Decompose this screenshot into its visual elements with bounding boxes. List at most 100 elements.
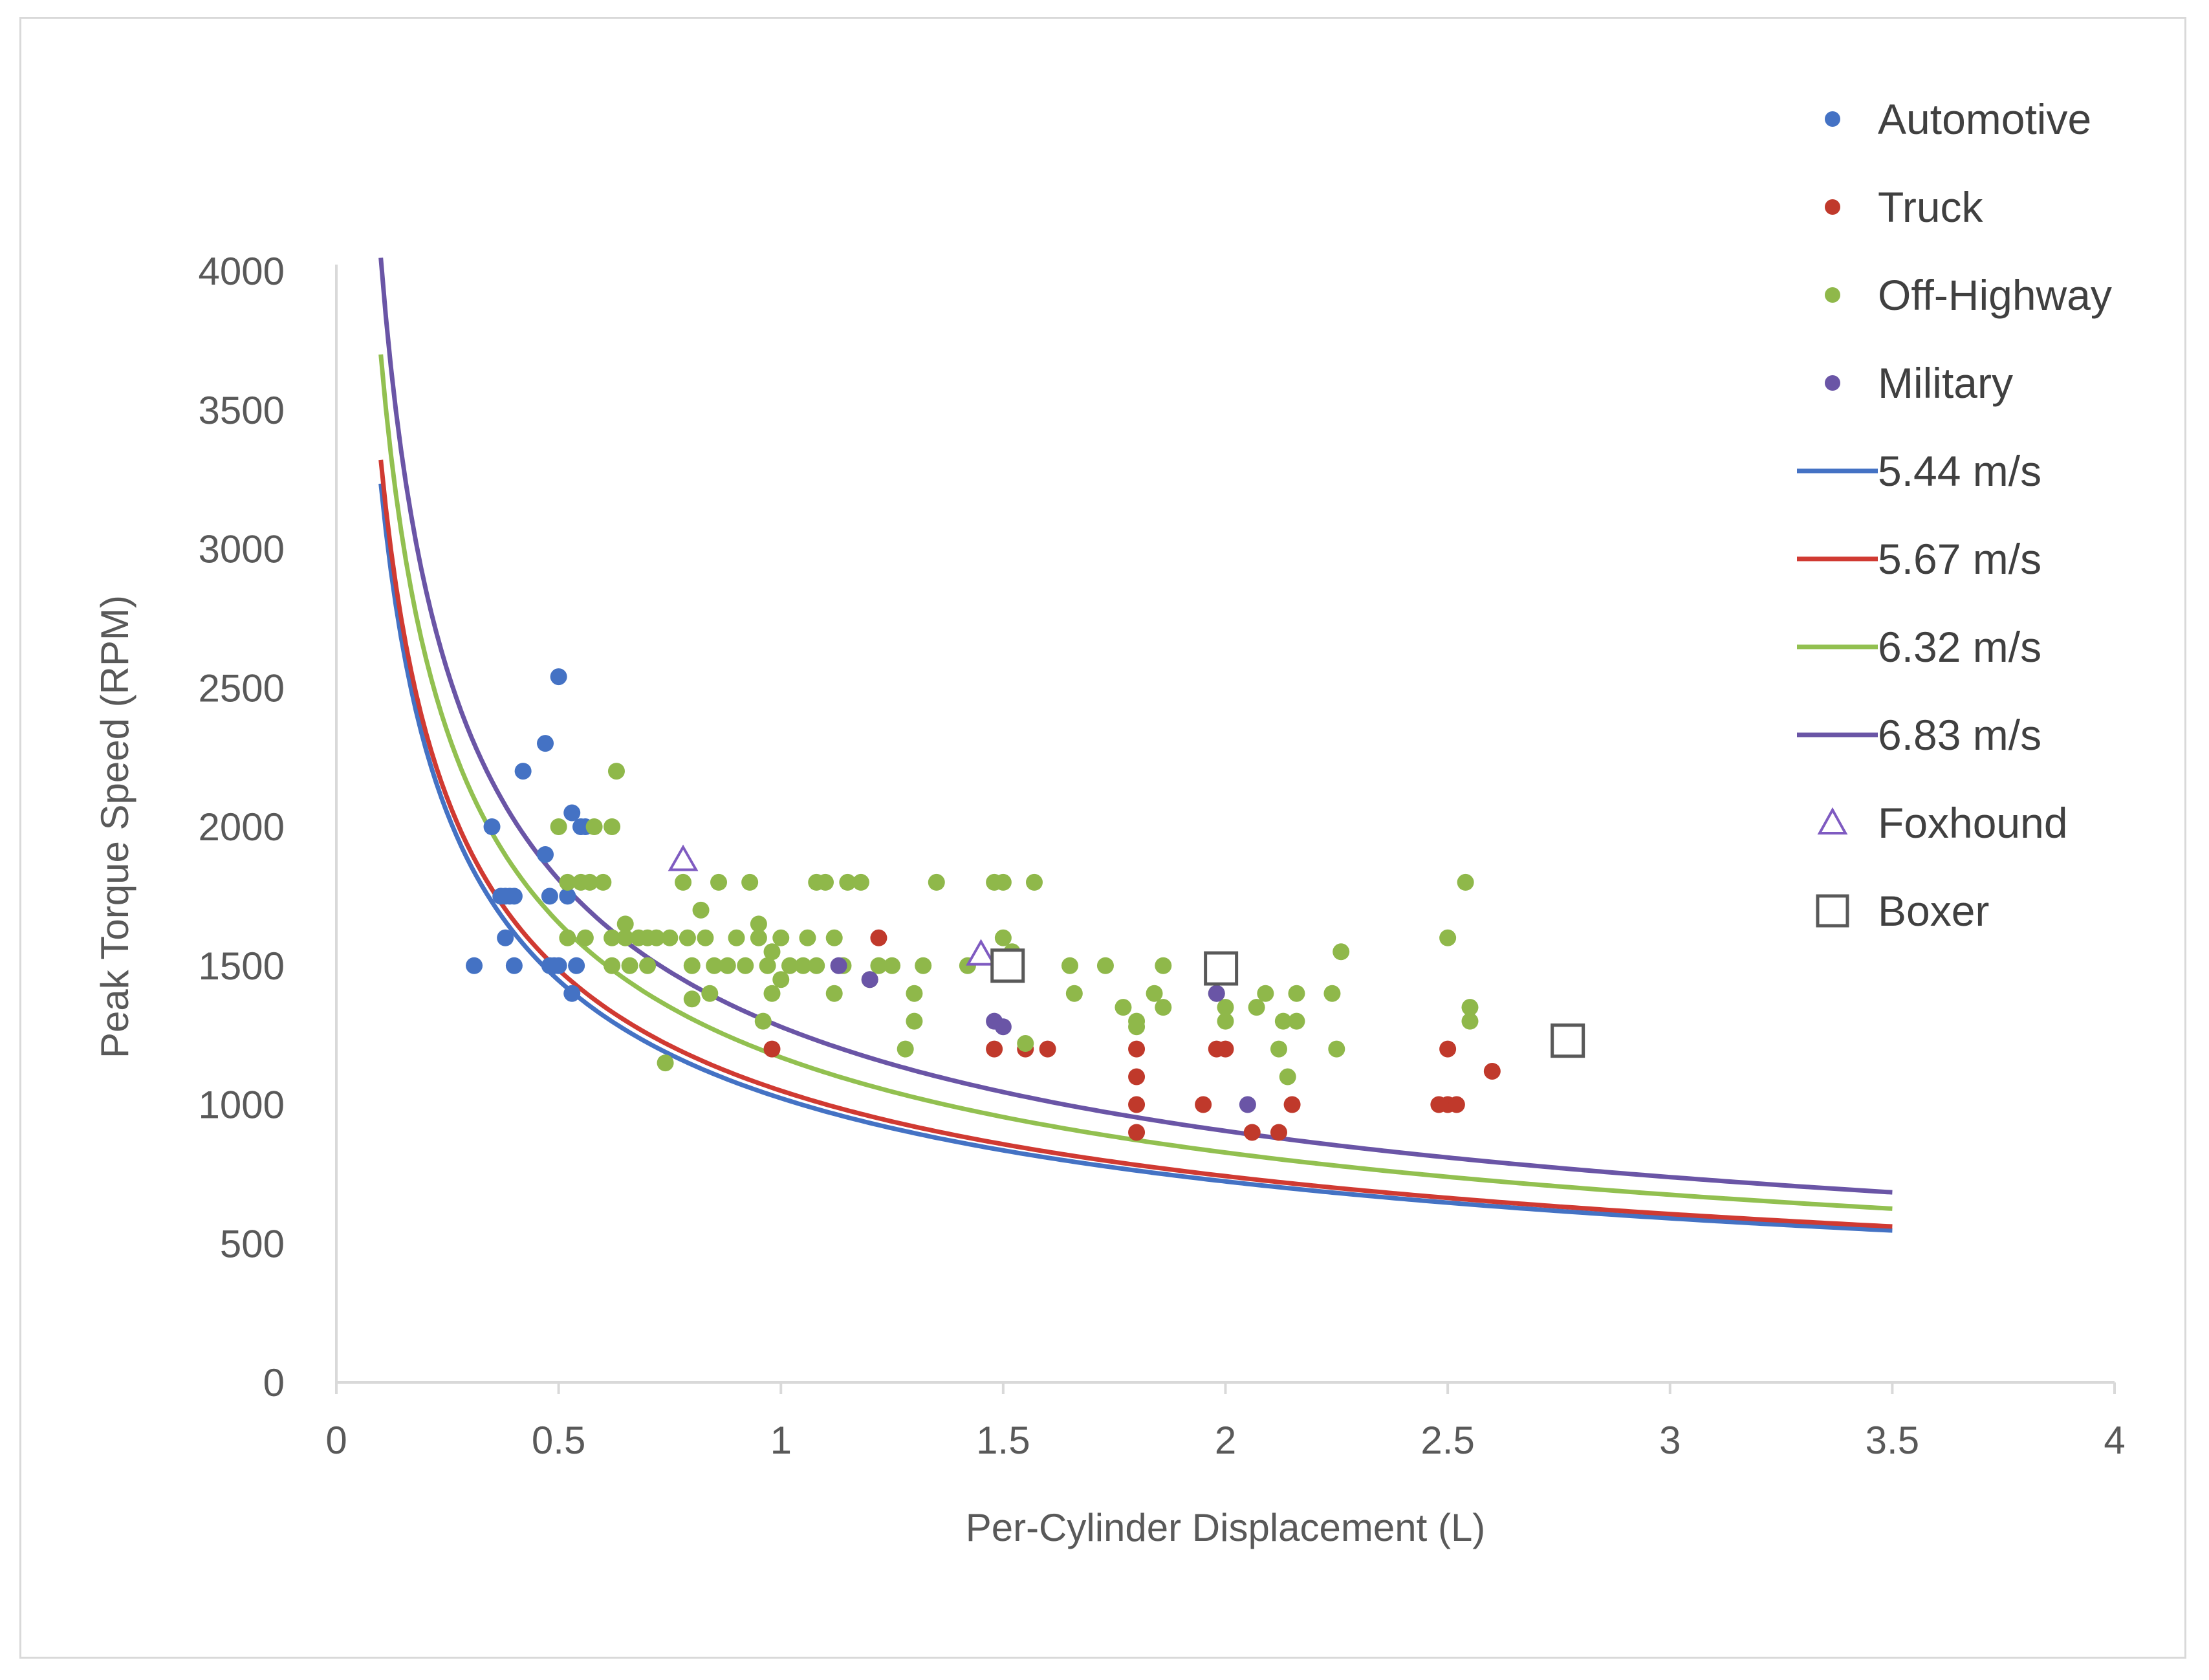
point-off-highway [1217,999,1234,1016]
point-off-highway [906,1012,923,1030]
point-automotive [559,888,576,905]
point-military [861,971,878,988]
y-tick-label: 3000 [199,528,285,571]
point-off-highway [675,873,692,891]
point-off-highway [852,873,869,891]
point-military [1208,985,1225,1002]
curve-6-83-m-s [378,257,1893,1195]
point-automotive [483,818,501,835]
point-off-highway [1461,999,1479,1016]
point-off-highway [994,929,1012,946]
point-off-highway [1333,943,1350,961]
point-off-highway [559,873,576,891]
point-truck [1483,1062,1501,1080]
point-off-highway [737,957,754,974]
point-off-highway [710,873,728,891]
point-truck [1039,1040,1056,1058]
y-tick-label: 1000 [199,1084,285,1127]
point-truck [1128,1124,1146,1141]
point-automotive [550,957,567,974]
point-off-highway [763,943,781,961]
point-off-highway [1248,999,1265,1016]
marker-foxhound [966,939,996,966]
legend-label-foxhound: Foxhound [1878,799,2068,847]
point-off-highway [1328,1040,1345,1058]
y-tick-label: 2500 [199,666,285,710]
point-off-highway [683,957,701,974]
legend-item-military: Military [1825,359,2013,407]
point-off-highway [759,957,776,974]
data-points [466,668,1585,1141]
point-off-highway [794,957,812,974]
point-military [994,1018,1012,1036]
y-tick-label: 1500 [199,944,285,988]
point-off-highway [808,957,825,974]
legend-item-5-44-m-s: 5.44 m/s [1797,447,2041,495]
point-off-highway [1217,1012,1234,1030]
legend-label-6-32-m-s: 6.32 m/s [1878,623,2041,671]
x-tick-label: 4 [2104,1419,2125,1462]
x-tick-label: 1 [770,1419,792,1462]
point-off-highway [839,873,856,891]
point-off-highway [1288,1012,1305,1030]
point-off-highway [1279,1068,1296,1085]
legend-item-6-83-m-s: 6.83 m/s [1797,711,2041,759]
point-off-highway [884,957,901,974]
axes: 0 0.5 1 1.5 2 2.5 3 3.5 4 0 500 1000 1500 2000 2500 300… [93,250,2126,1549]
point-off-highway [897,1040,914,1058]
point-off-highway [906,985,923,1002]
point-automotive [505,888,523,905]
marker-foxhound [668,844,699,871]
legend-item-off-highway: Off-Highway [1825,271,2112,319]
point-automotive [563,985,581,1002]
legend-item-6-32-m-s: 6.32 m/s [1797,623,2041,671]
y-tick-label: 2000 [199,805,285,849]
x-tick-label: 3.5 [1866,1419,1919,1462]
point-off-highway [825,929,843,946]
legend-label-boxer: Boxer [1878,887,1989,935]
x-tick-label: 3 [1659,1419,1681,1462]
legend-marker-foxhound [1817,807,1848,835]
point-automotive [537,735,554,752]
legend-marker-off-highway [1825,287,1840,303]
point-automotive [568,957,585,974]
point-off-highway [1096,957,1114,974]
point-off-highway [1128,1018,1146,1036]
point-off-highway [550,818,567,835]
legend-label-truck: Truck [1878,183,1984,231]
x-tick-label: 0.5 [532,1419,585,1462]
y-tick-label: 4000 [199,250,285,293]
point-off-highway [928,873,945,891]
point-off-highway [604,957,621,974]
point-off-highway [1115,999,1132,1016]
point-off-highway [1017,1035,1034,1053]
point-off-highway [870,957,887,974]
point-off-highway [772,971,790,988]
fit-curves [378,257,1893,1233]
point-off-highway [1288,985,1305,1002]
point-automotive [563,804,581,822]
point-off-highway [661,929,679,946]
x-tick-label: 2.5 [1420,1419,1474,1462]
point-off-highway [594,873,612,891]
marker-boxer [1204,951,1239,986]
y-axis-title: Peak Torque Speed (RPM) [93,595,136,1058]
point-automotive [541,888,558,905]
point-automotive [466,957,483,974]
point-truck [1128,1096,1146,1113]
point-off-highway [772,929,790,946]
legend-label-5-67-m-s: 5.67 m/s [1878,535,2041,583]
legend-label-military: Military [1878,359,2013,407]
curve-5-67-m-s [378,459,1893,1229]
legend-marker-military [1825,375,1840,391]
marker-boxer [990,948,1025,983]
point-military [830,957,847,974]
point-truck [870,929,887,946]
legend-item-truck: Truck [1825,183,1984,231]
point-off-highway [750,915,767,933]
point-off-highway [1457,873,1474,891]
point-truck [1208,1040,1225,1058]
point-off-highway [1257,985,1274,1002]
legend-marker-automotive [1825,111,1840,127]
point-off-highway [728,929,745,946]
